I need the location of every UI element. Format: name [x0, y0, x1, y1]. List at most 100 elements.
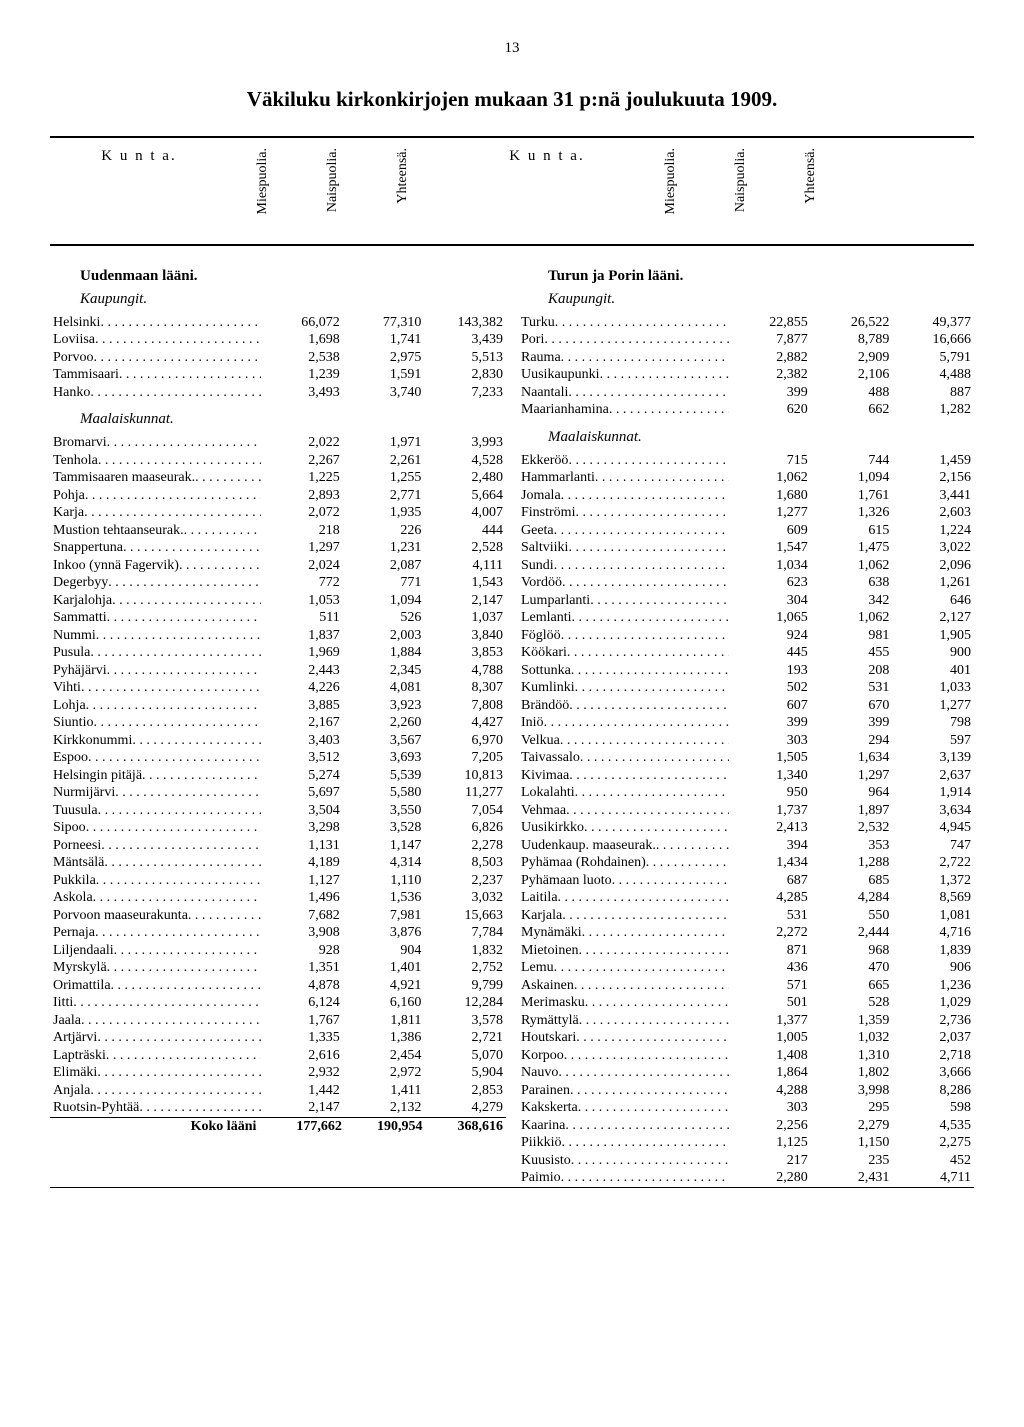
left-maalaiskunnat-table: Bromarvi . . . . . . . . . . . . . . . .…	[50, 434, 506, 1117]
table-row: Pukkila . . . . . . . . . . . . . . . . …	[50, 872, 506, 890]
row-value: 3,403	[261, 732, 343, 750]
table-row: Kivimaa . . . . . . . . . . . . . . . . …	[518, 767, 974, 785]
row-value: 2,975	[343, 349, 425, 367]
row-name: Uusikaupunki . . . . . . . . . . . . . .…	[518, 366, 729, 384]
row-value: 7,682	[261, 907, 343, 925]
row-value: 488	[811, 384, 893, 402]
row-name: Hammarlanti . . . . . . . . . . . . . . …	[518, 469, 729, 487]
row-value: 1,811	[343, 1012, 425, 1030]
page-number: 13	[50, 40, 974, 57]
row-value: 401	[892, 662, 974, 680]
table-row: Espoo . . . . . . . . . . . . . . . . . …	[50, 749, 506, 767]
row-value: 4,007	[424, 504, 506, 522]
table-row: Geeta . . . . . . . . . . . . . . . . . …	[518, 522, 974, 540]
row-value: 1,231	[343, 539, 425, 557]
row-name: Houtskari . . . . . . . . . . . . . . . …	[518, 1029, 729, 1047]
table-row: Velkua . . . . . . . . . . . . . . . . .…	[518, 732, 974, 750]
row-value: 1,282	[892, 401, 974, 419]
row-value: 11,277	[424, 784, 506, 802]
row-name: Jaala . . . . . . . . . . . . . . . . . …	[50, 1012, 261, 1030]
row-value: 1,839	[892, 942, 974, 960]
row-value: 7,981	[343, 907, 425, 925]
row-value: 598	[892, 1099, 974, 1117]
row-value: 12,284	[424, 994, 506, 1012]
row-name: Sammatti . . . . . . . . . . . . . . . .…	[50, 609, 261, 627]
table-row: Snappertuna . . . . . . . . . . . . . . …	[50, 539, 506, 557]
row-value: 49,377	[892, 314, 974, 332]
row-value: 5,664	[424, 487, 506, 505]
row-name: Pukkila . . . . . . . . . . . . . . . . …	[50, 872, 261, 890]
row-value: 3,528	[343, 819, 425, 837]
row-name: Vihti . . . . . . . . . . . . . . . . . …	[50, 679, 261, 697]
row-value: 4,226	[261, 679, 343, 697]
row-value: 4,716	[892, 924, 974, 942]
row-value: 609	[729, 522, 811, 540]
table-header: K u n t a. Miespuolia. Naispuolia. Yhtee…	[50, 138, 974, 246]
row-value: 399	[729, 714, 811, 732]
table-row: Porneesi . . . . . . . . . . . . . . . .…	[50, 837, 506, 855]
row-value: 2,528	[424, 539, 506, 557]
row-value: 3,439	[424, 331, 506, 349]
table-row: Hanko . . . . . . . . . . . . . . . . . …	[50, 384, 506, 402]
table-row: Helsingin pitäjä . . . . . . . . . . . .…	[50, 767, 506, 785]
row-value: 10,813	[424, 767, 506, 785]
row-name: Sipoo . . . . . . . . . . . . . . . . . …	[50, 819, 261, 837]
row-value: 143,382	[424, 314, 506, 332]
row-name: Loviisa . . . . . . . . . . . . . . . . …	[50, 331, 261, 349]
row-value: 1,505	[729, 749, 811, 767]
table-row: Askola . . . . . . . . . . . . . . . . .…	[50, 889, 506, 907]
row-value: 2,072	[261, 504, 343, 522]
row-value: 3,567	[343, 732, 425, 750]
table-row: Paimio . . . . . . . . . . . . . . . . .…	[518, 1169, 974, 1187]
row-name: Porvoon maaseurakunta . . . . . . . . . …	[50, 907, 261, 925]
left-total: Koko lääni 177,662 190,954 368,616	[50, 1117, 506, 1136]
row-value: 2,278	[424, 837, 506, 855]
row-value: 2,237	[424, 872, 506, 890]
row-value: 2,127	[892, 609, 974, 627]
row-value: 303	[729, 732, 811, 750]
row-value: 501	[729, 994, 811, 1012]
row-value: 455	[811, 644, 893, 662]
row-name: Bromarvi . . . . . . . . . . . . . . . .…	[50, 434, 261, 452]
row-value: 2,603	[892, 504, 974, 522]
row-value: 3,441	[892, 487, 974, 505]
row-name: Turku . . . . . . . . . . . . . . . . . …	[518, 314, 729, 332]
row-value: 4,288	[729, 1082, 811, 1100]
row-value: 1,496	[261, 889, 343, 907]
row-value: 1,261	[892, 574, 974, 592]
row-value: 6,160	[343, 994, 425, 1012]
header-mies-left: Miespuolia.	[228, 138, 298, 244]
row-value: 2,345	[343, 662, 425, 680]
row-value: 1,837	[261, 627, 343, 645]
row-value: 2,454	[343, 1047, 425, 1065]
row-value: 2,932	[261, 1064, 343, 1082]
row-value: 1,741	[343, 331, 425, 349]
row-value: 2,532	[811, 819, 893, 837]
table-row: Parainen . . . . . . . . . . . . . . . .…	[518, 1082, 974, 1100]
row-value: 2,972	[343, 1064, 425, 1082]
row-value: 1,326	[811, 504, 893, 522]
row-name: Sottunka . . . . . . . . . . . . . . . .…	[518, 662, 729, 680]
row-value: 2,443	[261, 662, 343, 680]
row-name: Nauvo . . . . . . . . . . . . . . . . . …	[518, 1064, 729, 1082]
row-value: 1,288	[811, 854, 893, 872]
table-row: Artjärvi . . . . . . . . . . . . . . . .…	[50, 1029, 506, 1047]
table-row: Ruotsin-Pyhtää . . . . . . . . . . . . .…	[50, 1099, 506, 1117]
row-name: Rymättylä . . . . . . . . . . . . . . . …	[518, 1012, 729, 1030]
table-row: Myrskylä . . . . . . . . . . . . . . . .…	[50, 959, 506, 977]
row-value: 2,413	[729, 819, 811, 837]
row-value: 235	[811, 1152, 893, 1170]
row-value: 3,876	[343, 924, 425, 942]
row-value: 218	[261, 522, 343, 540]
row-value: 1,698	[261, 331, 343, 349]
row-value: 1,032	[811, 1029, 893, 1047]
row-value: 2,882	[729, 349, 811, 367]
table-row: Uusikirkko . . . . . . . . . . . . . . .…	[518, 819, 974, 837]
row-value: 22,855	[729, 314, 811, 332]
row-value: 4,189	[261, 854, 343, 872]
table-row: Mietoinen . . . . . . . . . . . . . . . …	[518, 942, 974, 960]
row-value: 5,791	[892, 349, 974, 367]
table-row: Maarianhamina . . . . . . . . . . . . . …	[518, 401, 974, 419]
row-value: 687	[729, 872, 811, 890]
row-value: 2,909	[811, 349, 893, 367]
